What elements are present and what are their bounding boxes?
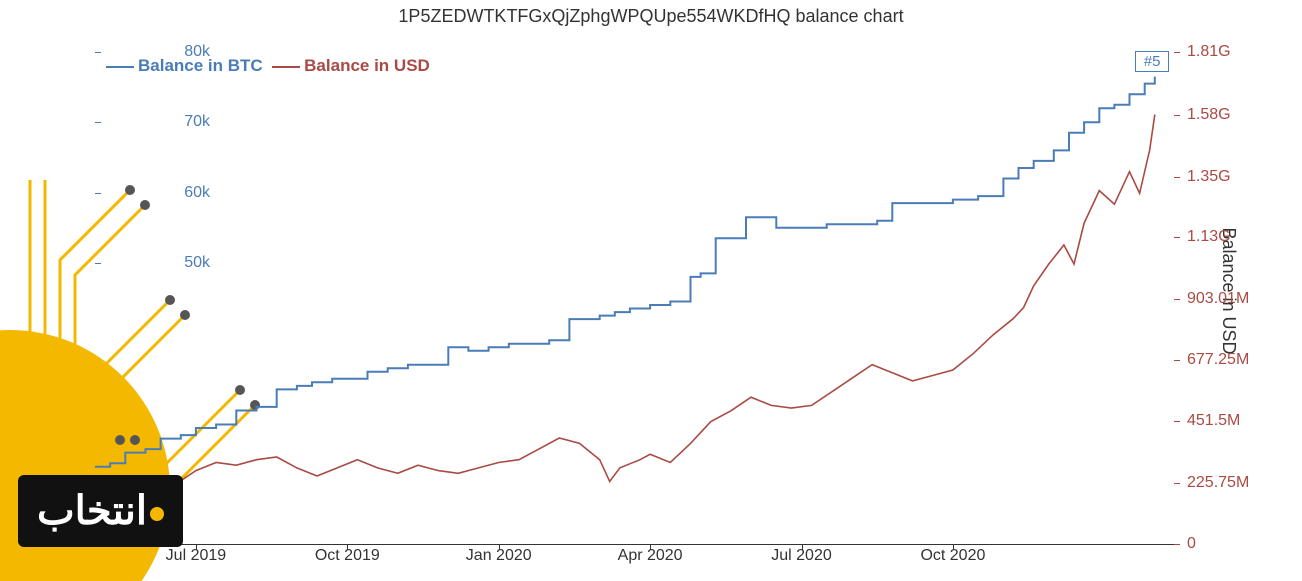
legend-usd-label: Balance in USD (304, 56, 430, 75)
y-left-tick-label: 70k (184, 113, 210, 131)
y-left-tick-label: 60k (184, 184, 210, 202)
y-right-tick-label: 1.13G (1187, 228, 1231, 246)
y-right-tick-label: 1.35G (1187, 168, 1231, 186)
legend-dash-btc (106, 66, 134, 68)
logo-text: انتخاب (37, 488, 147, 534)
y-left-tick-label: 50k (184, 254, 210, 272)
chart-title: 1P5ZEDWTKTFGxQjZphgWPQUpe554WKDfHQ balan… (0, 6, 1302, 27)
y-right-tick-label: 677.25M (1187, 351, 1249, 369)
btc-line (95, 77, 1155, 467)
y-right-tick-label: 903.01M (1187, 290, 1249, 308)
watermark-logo: انتخاب (18, 475, 183, 547)
legend: Balance in BTC Balance in USD (106, 56, 430, 76)
y-right-tick-label: 451.5M (1187, 412, 1240, 430)
balance-chart: 1P5ZEDWTKTFGxQjZphgWPQUpe554WKDfHQ balan… (0, 0, 1302, 581)
y-left-tick-label: 80k (184, 43, 210, 61)
y-right-tick-label: 0 (1187, 535, 1196, 553)
y-right-tick-label: 225.75M (1187, 474, 1249, 492)
usd-line (95, 115, 1155, 523)
chart-lines (95, 52, 1180, 544)
y-right-tick-label: 1.58G (1187, 106, 1231, 124)
rank-badge: #5 (1135, 51, 1170, 72)
coin-icon (150, 507, 164, 521)
y-right-tick-label: 1.81G (1187, 43, 1231, 61)
legend-dash-usd (272, 66, 300, 68)
